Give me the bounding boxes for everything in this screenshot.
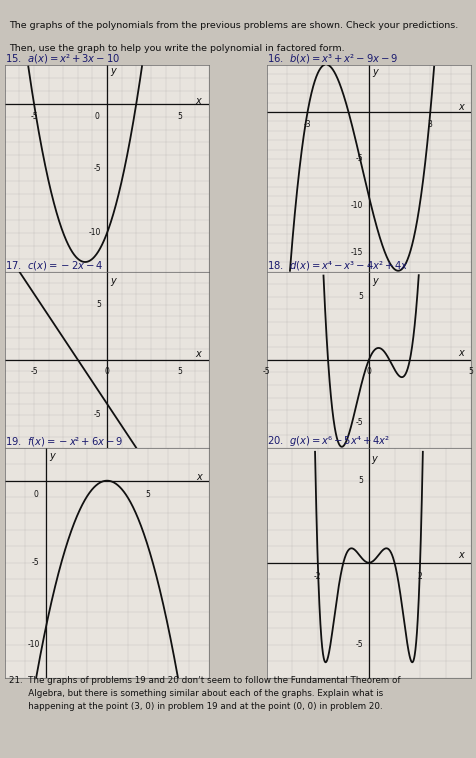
Text: 5: 5 — [146, 490, 150, 499]
Text: y: y — [49, 451, 55, 461]
Text: 19.  $\mathit{f(x) = −x² + 6x − 9}$: 19. $\mathit{f(x) = −x² + 6x − 9}$ — [5, 435, 123, 448]
Text: Then, use the graph to help you write the polynomial in factored form.: Then, use the graph to help you write th… — [10, 44, 345, 53]
Text: -15: -15 — [350, 249, 363, 258]
Text: 16.  $\mathit{b(x) = x³ + x² − 9x − 9}$: 16. $\mathit{b(x) = x³ + x² − 9x − 9}$ — [267, 52, 398, 65]
Text: -5: -5 — [93, 164, 101, 173]
Text: 5: 5 — [358, 293, 363, 302]
Text: 5: 5 — [469, 367, 474, 376]
Text: 5: 5 — [178, 112, 183, 121]
Text: -5: -5 — [263, 367, 270, 376]
Text: y: y — [372, 67, 378, 77]
Text: 0: 0 — [95, 112, 99, 121]
Text: 5: 5 — [96, 300, 101, 309]
Text: y: y — [110, 275, 116, 286]
Text: 15.  $\mathit{a(x) = x² + 3x − 10}$: 15. $\mathit{a(x) = x² + 3x − 10}$ — [5, 52, 120, 65]
Text: -5: -5 — [93, 410, 101, 419]
Text: 18.  $\mathit{d(x) = x⁴ − x³ − 4x² + 4x}$: 18. $\mathit{d(x) = x⁴ − x³ − 4x² + 4x}$ — [267, 258, 408, 271]
Text: x: x — [458, 102, 464, 112]
Text: 5: 5 — [358, 476, 363, 485]
Text: -10: -10 — [350, 202, 363, 211]
Text: y: y — [371, 454, 377, 465]
Text: y: y — [372, 275, 378, 286]
Text: 17.  $\mathit{c(x) = −2x − 4}$: 17. $\mathit{c(x) = −2x − 4}$ — [5, 258, 103, 271]
Text: -5: -5 — [32, 558, 40, 567]
Text: -5: -5 — [30, 367, 38, 376]
Text: 0: 0 — [33, 490, 38, 499]
Text: -5: -5 — [355, 641, 363, 650]
Text: -3: -3 — [304, 121, 311, 129]
Text: x: x — [195, 96, 200, 106]
Text: -5: -5 — [355, 155, 363, 164]
Text: The graphs of the polynomials from the previous problems are shown. Check your p: The graphs of the polynomials from the p… — [10, 21, 459, 30]
Text: x: x — [195, 349, 200, 359]
Text: 0: 0 — [367, 367, 371, 376]
Text: y: y — [110, 67, 116, 77]
Text: 3: 3 — [428, 121, 433, 129]
Text: -10: -10 — [89, 228, 101, 237]
Text: 0: 0 — [105, 367, 109, 376]
Text: 20.  $\mathit{g(x) = x⁶ − 5x⁴ + 4x²}$: 20. $\mathit{g(x) = x⁶ − 5x⁴ + 4x²}$ — [267, 434, 390, 448]
Text: x: x — [458, 349, 464, 359]
Text: x: x — [196, 472, 202, 482]
Text: 2: 2 — [418, 572, 423, 581]
Text: -5: -5 — [30, 112, 38, 121]
Text: x: x — [458, 550, 464, 559]
Text: -10: -10 — [27, 641, 40, 650]
Text: -5: -5 — [355, 418, 363, 428]
Text: -2: -2 — [314, 572, 322, 581]
Text: 21.  The graphs of problems 19 and 20 don’t seem to follow the Fundamental Theor: 21. The graphs of problems 19 and 20 don… — [10, 676, 401, 711]
Text: 5: 5 — [178, 367, 183, 376]
